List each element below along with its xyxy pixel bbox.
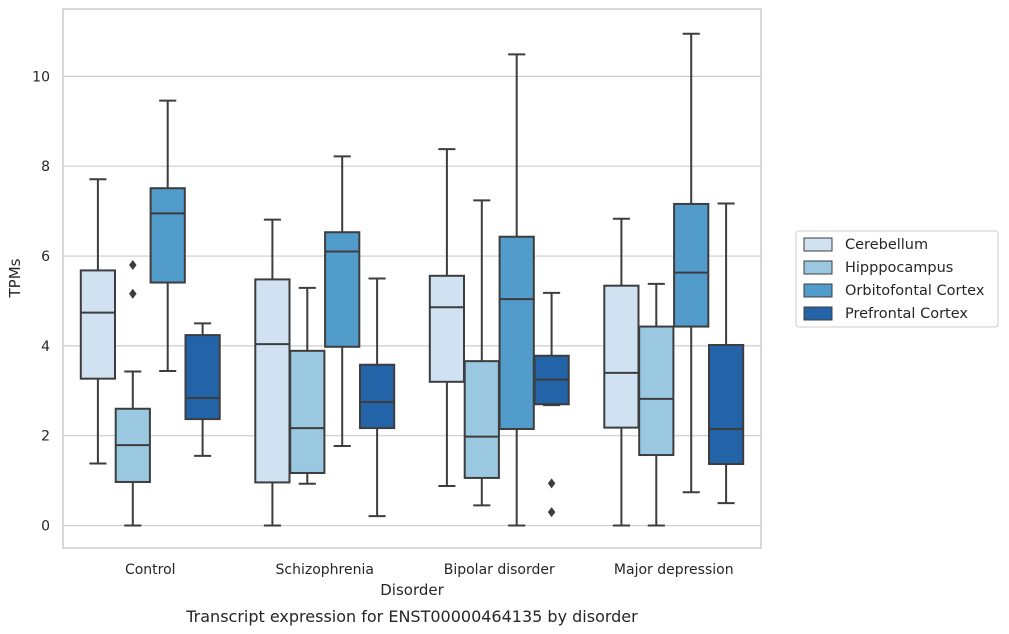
box-0-1 [114, 260, 151, 527]
box-iqr [638, 325, 675, 457]
box-2-1 [463, 199, 500, 507]
x-tick-label-3: Major depression [614, 562, 734, 578]
box-3-2 [673, 32, 710, 494]
legend-swatch-0 [803, 237, 833, 252]
box-0-2 [149, 99, 186, 373]
y-tick-label-10: 10 [32, 69, 50, 85]
box-3-1 [638, 282, 675, 527]
box-1-2 [324, 155, 361, 448]
legend-label-0: Cerebellum [845, 237, 928, 253]
box-iqr [603, 284, 640, 429]
box-2-3 [533, 291, 570, 518]
legend-swatch-3 [803, 306, 833, 321]
legend-label-1: Hipppocampus [845, 260, 953, 276]
outlier-point [129, 260, 137, 271]
box-iqr [498, 235, 535, 430]
box-iqr [149, 187, 186, 284]
box-iqr [184, 334, 221, 421]
box-iqr [254, 278, 291, 484]
box-iqr [707, 343, 745, 466]
y-tick-labels: 0 2 4 6 8 10 [32, 69, 50, 534]
box-iqr [673, 202, 710, 328]
box-iqr [289, 349, 326, 474]
box-2-0 [428, 148, 466, 488]
box-series [79, 32, 745, 527]
box-1-1 [289, 286, 326, 485]
x-tick-label-1: Schizophrenia [276, 562, 374, 578]
x-tick-labels: Control Schizophrenia Bipolar disorder Majo… [125, 562, 734, 578]
box-iqr [358, 363, 396, 430]
box-2-2 [498, 53, 535, 527]
legend-frame [795, 230, 999, 328]
outlier-point [547, 507, 556, 518]
box-3-0 [603, 217, 640, 527]
x-axis-label: Disorder [380, 581, 444, 599]
legend-label-2: Orbitofontal Cortex [845, 283, 985, 299]
y-tick-label-6: 6 [41, 249, 50, 265]
box-iqr [428, 274, 466, 383]
chart-caption: Transcript expression for ENST0000046413… [185, 607, 638, 626]
box-3-3 [707, 202, 745, 505]
box-1-0 [254, 218, 291, 527]
y-tick-label-2: 2 [41, 429, 50, 445]
y-axis-label: TPMs [6, 258, 24, 298]
outlier-point [129, 288, 137, 299]
box-iqr [463, 360, 500, 479]
y-tick-label-8: 8 [41, 159, 50, 175]
outlier-point [547, 478, 556, 489]
y-tick-label-0: 0 [41, 519, 50, 535]
box-1-3 [358, 277, 396, 518]
box-0-3 [184, 322, 221, 457]
x-tick-label-0: Control [125, 562, 176, 578]
legend: Cerebellum Hipppocampus Orbitofontal Corte… [795, 230, 999, 328]
plot-frame [62, 8, 762, 549]
y-tick-label-4: 4 [41, 339, 50, 355]
box-0-0 [79, 178, 117, 465]
x-tick-label-2: Bipolar disorder [444, 562, 555, 578]
legend-swatch-2 [803, 283, 833, 298]
legend-swatch-1 [803, 260, 833, 275]
box-iqr [324, 231, 361, 348]
legend-label-3: Prefrontal Cortex [845, 306, 968, 322]
box-iqr [79, 269, 117, 380]
